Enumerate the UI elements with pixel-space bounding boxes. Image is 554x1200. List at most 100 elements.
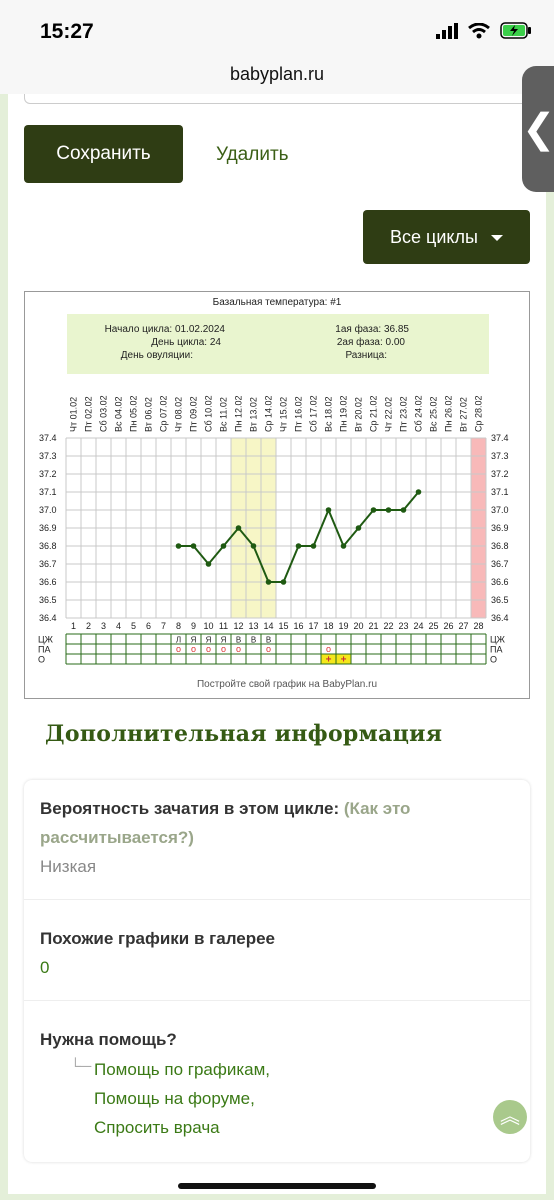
help-label: Нужна помощь? [40, 1030, 177, 1049]
day-label: 5 [131, 621, 136, 631]
divider [24, 899, 530, 900]
previous-input-field[interactable] [24, 94, 530, 104]
date-label: Чт 01.02 [69, 397, 79, 432]
row-label-left: О [38, 655, 45, 665]
temperature-point [250, 543, 257, 549]
y-tick-right: 37.0 [491, 505, 509, 515]
status-time: 15:27 [40, 20, 94, 43]
save-button[interactable]: Сохранить [24, 125, 183, 183]
day-label: 22 [383, 621, 393, 631]
additional-info-title: Дополнительная информация [45, 721, 443, 747]
pa-mark: o [206, 644, 211, 654]
similar-block: Похожие графики в галерее 0 [40, 924, 275, 982]
probability-label: Вероятность зачатия в этом цикле: [40, 799, 340, 818]
temperature-line [178, 491, 420, 583]
date-label: Ср 14.02 [264, 395, 274, 432]
day-label: 7 [161, 621, 166, 631]
ovulation-test-cell [321, 654, 336, 664]
delete-link[interactable]: Удалить [216, 144, 289, 165]
address-bar[interactable]: babyplan.ru [0, 60, 554, 94]
date-label: Пн 05.02 [129, 396, 139, 432]
chevron-left-icon: ❮ [522, 107, 554, 151]
scroll-top-button[interactable]: ︽ [493, 1100, 527, 1134]
date-label: Сб 17.02 [309, 395, 319, 432]
help-links: Помощь по графикам, Помощь на форуме, Сп… [94, 1055, 270, 1142]
side-panel-handle[interactable]: ❮ [522, 66, 554, 192]
date-label: Сб 03.02 [99, 395, 109, 432]
y-tick-left: 36.9 [39, 523, 57, 533]
cz-mark: Я [191, 636, 197, 645]
row-label-left: ПА [38, 645, 50, 655]
day-label: 13 [248, 621, 258, 631]
day-label: 12 [233, 621, 243, 631]
y-tick-right: 36.8 [491, 541, 509, 551]
day-label: 21 [368, 621, 378, 631]
day-label: 20 [353, 621, 363, 631]
y-tick-right: 36.7 [491, 559, 509, 569]
date-label: Вт 27.02 [459, 397, 469, 432]
day-label: 6 [146, 621, 151, 631]
temperature-point [415, 489, 422, 495]
probability-hint-link[interactable]: (Как это рассчитывается?) [40, 799, 411, 847]
cz-mark: Я [206, 636, 212, 645]
cycle-start: Начало цикла: 01.02.2024 [105, 324, 226, 335]
pa-mark: o [221, 644, 226, 654]
date-label: Пн 19.02 [339, 396, 349, 432]
date-label: Вт 06.02 [144, 397, 154, 432]
day-label: 24 [413, 621, 423, 631]
temperature-point [190, 543, 197, 549]
temperature-point [280, 579, 287, 585]
y-tick-left: 37.2 [39, 469, 57, 479]
day-label: 11 [219, 621, 228, 631]
y-tick-right: 36.5 [491, 595, 509, 605]
day-label: 23 [398, 621, 408, 631]
row-label-left: ЦЖ [38, 635, 54, 645]
temperature-point [385, 507, 392, 513]
probability-value: Низкая [40, 857, 97, 876]
ask-doctor-link[interactable]: Спросить врача [94, 1118, 220, 1137]
y-tick-right: 37.4 [491, 433, 509, 443]
battery-icon [500, 22, 531, 39]
pa-mark: o [176, 644, 181, 654]
cz-mark: В [236, 636, 241, 645]
date-label: Ср 28.02 [474, 395, 484, 432]
temperature-point [355, 525, 362, 531]
date-label: Чт 15.02 [279, 397, 289, 432]
day-label: 17 [308, 621, 318, 631]
day-label: 18 [323, 621, 333, 631]
y-tick-left: 36.7 [39, 559, 57, 569]
similar-count-link[interactable]: 0 [40, 958, 50, 977]
date-label: Ср 07.02 [159, 395, 169, 432]
date-label: Сб 24.02 [414, 395, 424, 432]
y-tick-left: 36.8 [39, 541, 57, 551]
day-label: 2 [86, 621, 91, 631]
y-tick-left: 36.6 [39, 577, 57, 587]
all-cycles-label: Все циклы [390, 226, 478, 247]
temperature-point [340, 543, 347, 549]
pa-mark: o [326, 644, 331, 654]
temperature-point [235, 525, 242, 531]
temperature-point [325, 507, 332, 513]
day-label: 25 [428, 621, 438, 631]
help-block: Нужна помощь? [40, 1025, 177, 1054]
date-label: Чт 08.02 [174, 397, 184, 432]
cycle-day: День цикла: 24 [151, 337, 221, 348]
date-label: Пт 23.02 [399, 396, 409, 432]
day-label: 8 [176, 621, 181, 631]
help-charts-link[interactable]: Помощь по графикам, [94, 1060, 271, 1079]
day-label: 14 [263, 621, 273, 631]
day-label: 27 [458, 621, 468, 631]
date-label: Пн 26.02 [444, 396, 454, 432]
probability-block: Вероятность зачатия в этом цикле: (Как э… [40, 794, 500, 881]
help-forum-link[interactable]: Помощь на форуме, [94, 1089, 255, 1108]
row-label-right: ПА [490, 645, 502, 655]
cz-mark: В [266, 636, 271, 645]
cz-mark: Л [176, 636, 181, 645]
temperature-point [295, 543, 302, 549]
pa-mark: o [236, 644, 241, 654]
date-label: Вт 13.02 [249, 397, 259, 432]
date-label: Вс 18.02 [324, 396, 334, 432]
all-cycles-dropdown[interactable]: Все циклы [363, 210, 530, 264]
day-label: 16 [293, 621, 303, 631]
tree-branch-icon: └─ [70, 1058, 92, 1075]
